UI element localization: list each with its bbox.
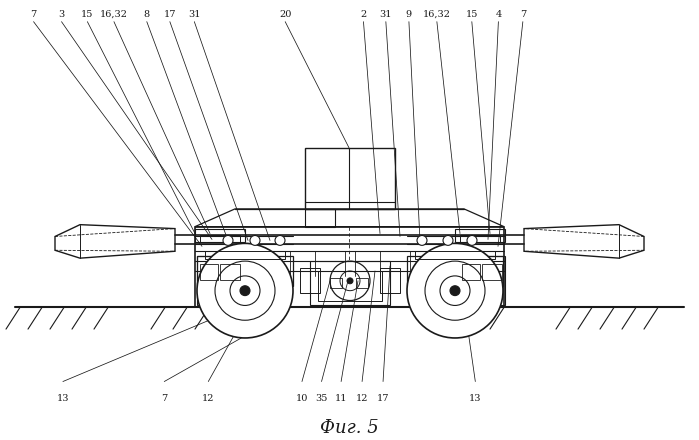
Circle shape (197, 243, 293, 338)
Circle shape (240, 286, 250, 296)
Bar (310, 261, 390, 305)
Bar (462, 264, 480, 280)
Circle shape (223, 235, 233, 246)
Text: 7: 7 (161, 394, 167, 403)
Text: 11: 11 (335, 394, 347, 403)
Bar (195, 229, 245, 242)
Bar (407, 256, 503, 286)
Circle shape (250, 235, 260, 246)
Bar (330, 278, 342, 288)
Circle shape (275, 235, 285, 246)
Text: 9: 9 (406, 10, 412, 19)
Bar (300, 268, 320, 293)
Bar (305, 209, 335, 227)
Bar (205, 251, 285, 259)
Bar (460, 256, 505, 305)
Bar (380, 268, 400, 293)
Text: 7: 7 (31, 10, 36, 19)
Bar (415, 251, 495, 259)
Circle shape (347, 278, 353, 284)
Bar (200, 235, 240, 242)
Text: 2: 2 (361, 10, 366, 19)
Text: 10: 10 (296, 394, 308, 403)
Text: 35: 35 (315, 394, 328, 403)
Text: 15: 15 (466, 10, 478, 19)
Bar (305, 148, 395, 209)
Bar (356, 278, 368, 288)
Text: 16,32: 16,32 (423, 10, 451, 19)
Circle shape (450, 286, 460, 296)
Bar (195, 227, 504, 308)
Text: 31: 31 (188, 10, 201, 19)
Bar (200, 264, 218, 280)
Circle shape (407, 243, 503, 338)
Text: 12: 12 (202, 394, 215, 403)
Text: 13: 13 (57, 394, 69, 403)
Text: 15: 15 (81, 10, 94, 19)
Bar (318, 271, 382, 301)
Text: 17: 17 (164, 10, 176, 19)
Bar (460, 235, 500, 242)
Bar (197, 256, 293, 286)
Text: 3: 3 (59, 10, 64, 19)
Text: 13: 13 (469, 394, 482, 403)
Text: 17: 17 (377, 394, 389, 403)
Text: 16,32: 16,32 (100, 10, 128, 19)
Text: 31: 31 (380, 10, 392, 19)
Circle shape (417, 235, 427, 246)
Bar (197, 256, 242, 305)
Text: 20: 20 (279, 10, 291, 19)
Text: 8: 8 (144, 10, 150, 19)
Bar (455, 229, 505, 242)
Bar (220, 264, 240, 280)
Text: 4: 4 (496, 10, 501, 19)
Bar (482, 264, 502, 280)
Circle shape (467, 235, 477, 246)
Text: 7: 7 (520, 10, 526, 19)
Text: 12: 12 (356, 394, 368, 403)
Text: Фиг. 5: Фиг. 5 (319, 419, 378, 437)
Circle shape (443, 235, 453, 246)
